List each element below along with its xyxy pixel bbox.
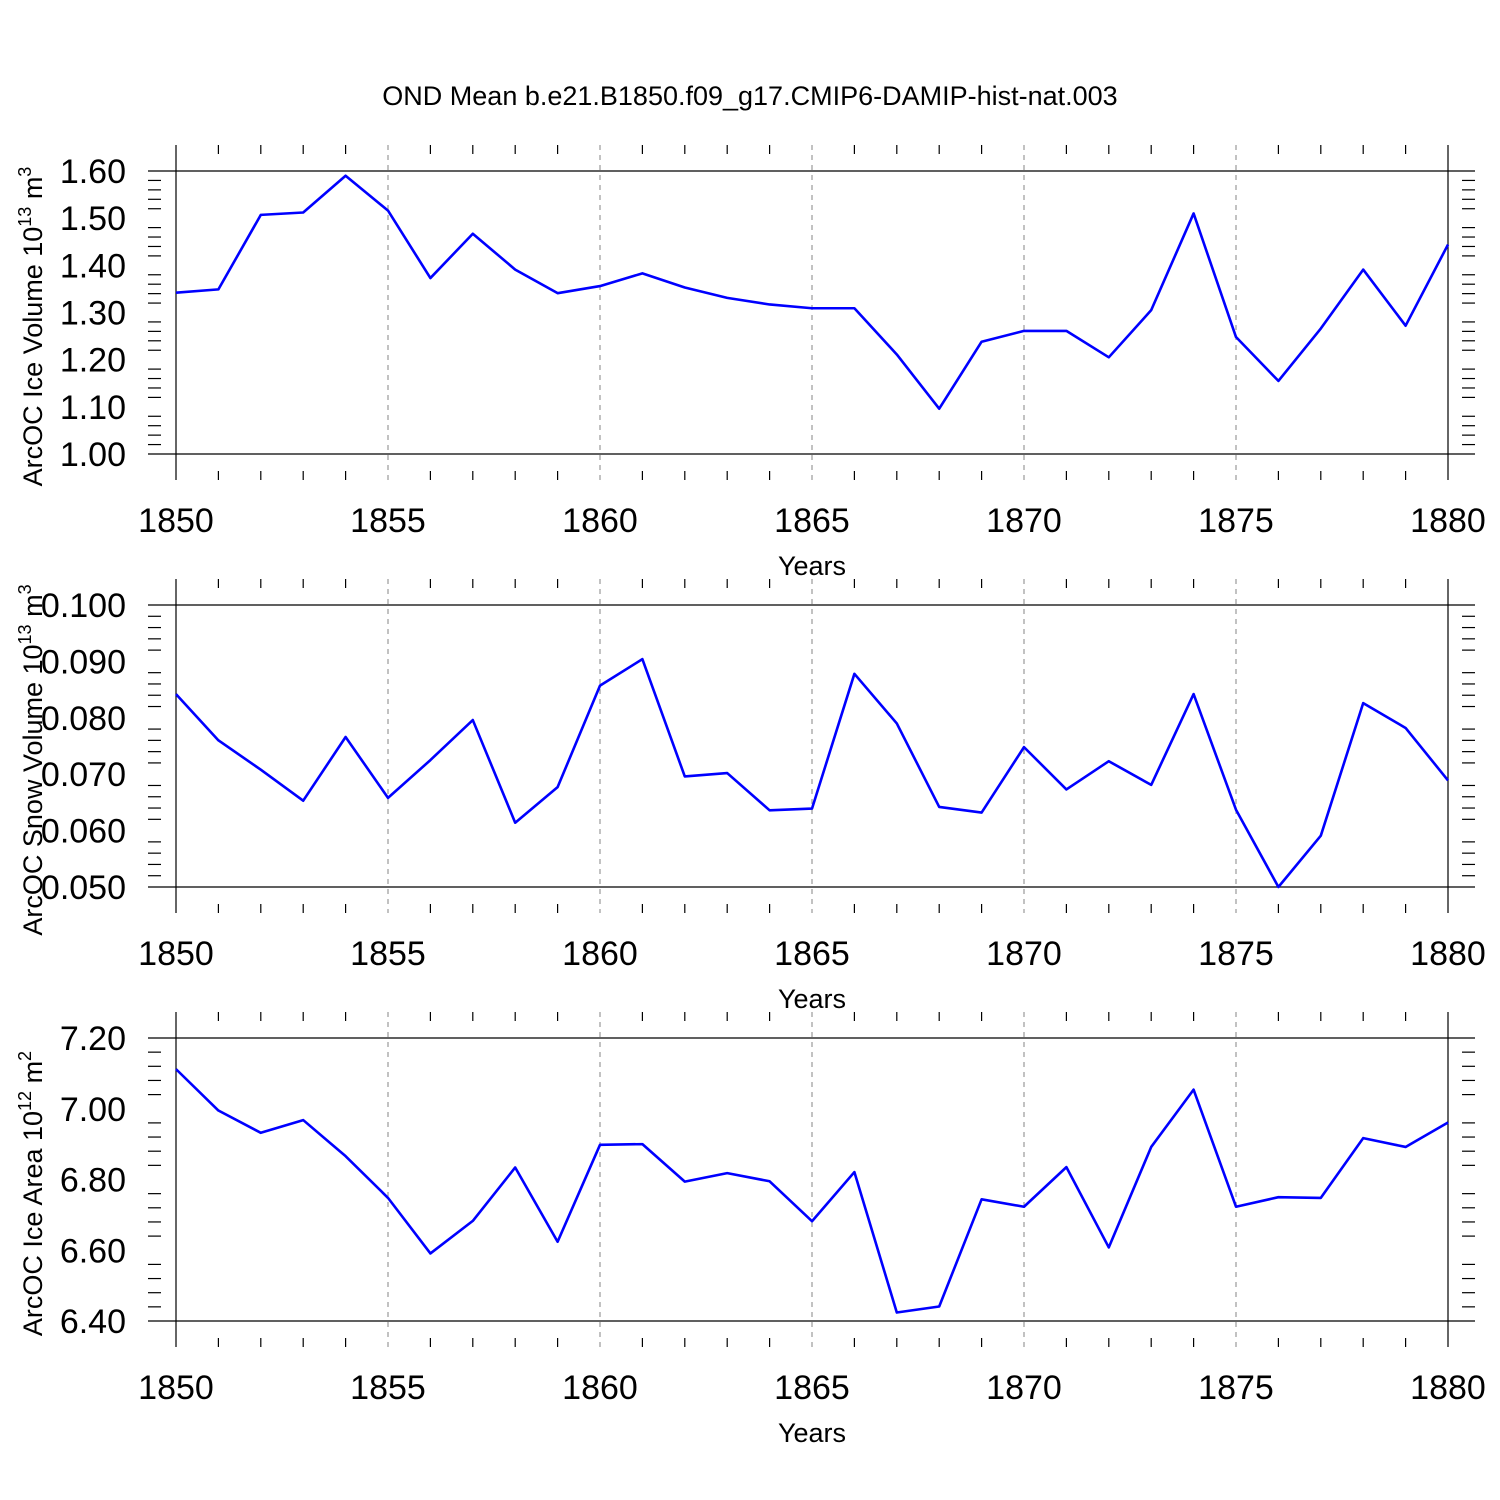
y-tick-label: 6.80 xyxy=(60,1162,126,1200)
x-tick-label: 1860 xyxy=(562,502,638,540)
y-tick-label: 1.20 xyxy=(60,342,126,380)
y-tick-label: 0.100 xyxy=(41,587,126,625)
y-tick-label: 7.00 xyxy=(60,1091,126,1129)
x-tick-label: 1865 xyxy=(774,1369,850,1407)
y-tick-label: 6.60 xyxy=(60,1232,126,1270)
y-axis-label: ArcOC Snow Volume 1013 m3 xyxy=(15,584,48,935)
x-tick-label: 1865 xyxy=(774,502,850,540)
y-tick-label: 1.30 xyxy=(60,295,126,333)
y-tick-label: 0.070 xyxy=(41,756,126,794)
x-axis-label: Years xyxy=(778,551,846,581)
x-tick-label: 1855 xyxy=(350,502,426,540)
panel-3: 6.40 6.60 6.80 7.00 7.20 1850 1855 1860 1865 1870… xyxy=(15,1012,1486,1448)
x-tick-label: 1880 xyxy=(1410,935,1486,973)
y-tick-label: 0.050 xyxy=(41,869,126,907)
y-tick-label: 7.20 xyxy=(60,1020,126,1058)
x-tick-label: 1875 xyxy=(1198,502,1274,540)
panel-2: 0.050 0.060 0.070 0.080 0.090 0.100 1850 1855 18… xyxy=(15,579,1486,1014)
x-tick-label: 1870 xyxy=(986,935,1062,973)
x-tick-label: 1850 xyxy=(138,502,214,540)
x-tick-label: 1875 xyxy=(1198,935,1274,973)
y-tick-label: 0.090 xyxy=(41,643,126,681)
x-tick-label: 1850 xyxy=(138,1369,214,1407)
series-line xyxy=(175,1068,1449,1314)
series-line xyxy=(175,174,1450,411)
x-tick-label: 1860 xyxy=(562,1369,638,1407)
y-tick-label: 1.60 xyxy=(60,153,126,191)
x-tick-label: 1865 xyxy=(774,935,850,973)
x-axis-label: Years xyxy=(778,984,846,1014)
x-tick-label: 1870 xyxy=(986,502,1062,540)
x-tick-label: 1880 xyxy=(1410,502,1486,540)
y-tick-label: 1.50 xyxy=(60,200,126,238)
panel-1: 1.00 1.10 1.20 1.30 1.40 1.50 1.60 1850 1855 1860… xyxy=(15,145,1486,581)
x-tick-label: 1855 xyxy=(350,935,426,973)
figure-title: OND Mean b.e21.B1850.f09_g17.CMIP6-DAMIP… xyxy=(382,81,1117,111)
y-tick-label: 0.060 xyxy=(41,813,126,851)
x-tick-label: 1880 xyxy=(1410,1369,1486,1407)
x-tick-label: 1870 xyxy=(986,1369,1062,1407)
y-axis-label: ArcOC Ice Volume 1013 m3 xyxy=(15,167,48,487)
x-tick-label: 1855 xyxy=(350,1369,426,1407)
y-tick-label: 0.080 xyxy=(41,700,126,738)
y-axis-label: ArcOC Ice Area 1012 m2 xyxy=(15,1051,48,1336)
x-axis-label: Years xyxy=(778,1418,846,1448)
y-tick-label: 1.40 xyxy=(60,247,126,285)
x-tick-label: 1875 xyxy=(1198,1369,1274,1407)
panels: 1.00 1.10 1.20 1.30 1.40 1.50 1.60 1850 1855 1860… xyxy=(15,145,1486,1448)
y-tick-label: 1.10 xyxy=(60,389,126,427)
y-tick-label: 6.40 xyxy=(60,1303,126,1341)
y-tick-label: 1.00 xyxy=(60,436,126,474)
x-tick-label: 1850 xyxy=(138,935,214,973)
x-tick-label: 1860 xyxy=(562,935,638,973)
series-line xyxy=(175,657,1450,889)
